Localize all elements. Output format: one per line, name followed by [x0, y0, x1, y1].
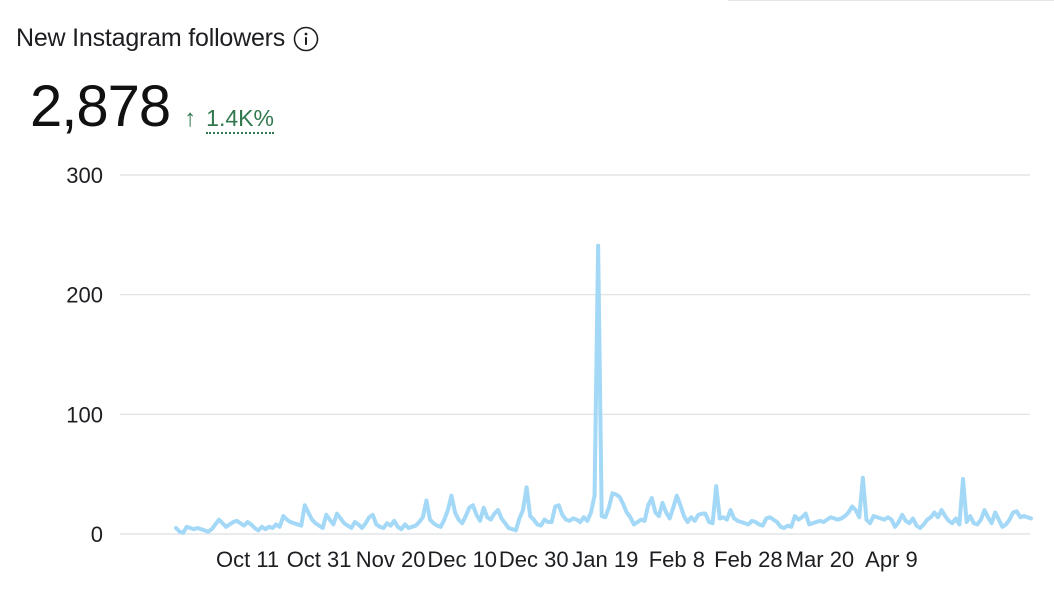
x-tick-label: Oct 31 — [287, 547, 352, 572]
followers-total: 2,878 — [30, 74, 171, 139]
change-percent[interactable]: 1.4K% — [206, 105, 274, 135]
series-line — [174, 243, 1033, 535]
metric-row: 2,878 ↑ 1.4K% — [30, 78, 274, 136]
y-tick-label: 200 — [66, 283, 103, 308]
widget-header: New Instagram followers — [16, 24, 319, 53]
x-tick-label: Dec 10 — [427, 547, 497, 572]
followers-line-chart: 0 100 200 300 Oct 11 Oct 31 Nov 20 Dec 10 Dec 30… — [66, 163, 1033, 572]
info-circle-icon[interactable] — [293, 26, 319, 52]
y-tick-label: 300 — [66, 163, 103, 188]
x-tick-label: Oct 11 — [216, 547, 279, 572]
arrow-up-icon: ↑ — [184, 105, 197, 132]
y-tick-label: 0 — [91, 522, 103, 547]
x-tick-label: Dec 30 — [499, 547, 569, 572]
y-tick-label: 100 — [66, 402, 103, 427]
x-tick-label: Apr 9 — [865, 547, 918, 572]
top-divider — [728, 0, 1054, 1]
widget-title: New Instagram followers — [16, 24, 286, 52]
change-indicator: ↑ 1.4K% — [184, 105, 274, 135]
x-tick-label: Jan 19 — [572, 547, 638, 572]
x-tick-label: Mar 20 — [786, 547, 854, 572]
x-tick-label: Nov 20 — [356, 547, 426, 572]
x-tick-label: Feb 8 — [649, 547, 705, 572]
x-tick-label: Feb 28 — [714, 547, 783, 572]
